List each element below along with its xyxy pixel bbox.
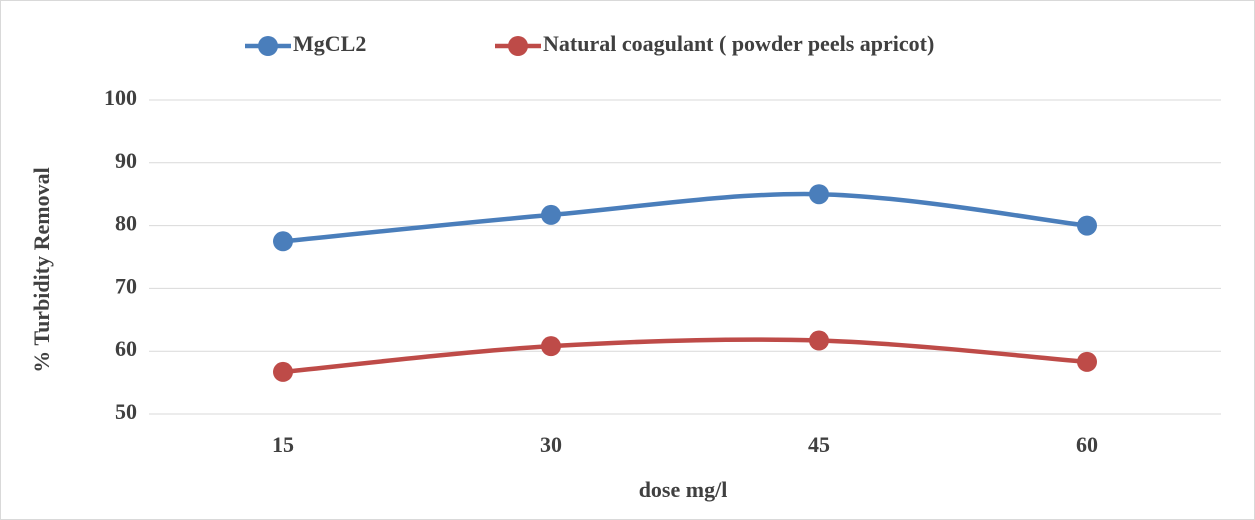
data-point [273, 361, 293, 382]
legend-label: Natural coagulant ( powder peels apricot… [543, 31, 934, 56]
legend-marker [258, 36, 278, 56]
legend-label: MgCL2 [293, 31, 366, 56]
data-point [273, 231, 293, 252]
x-tick-label: 60 [1076, 432, 1098, 457]
data-point [1077, 351, 1097, 372]
y-axis-label: % Turbidity Removal [29, 167, 54, 372]
x-tick-label: 15 [272, 432, 294, 457]
y-tick-label: 50 [115, 399, 137, 424]
data-point [809, 184, 829, 205]
y-tick-label: 70 [115, 273, 137, 298]
legend-marker [508, 36, 528, 56]
x-tick-label: 30 [540, 432, 562, 457]
y-tick-label: 90 [115, 148, 137, 173]
data-point [809, 330, 829, 351]
x-axis-label: dose mg/l [639, 477, 728, 502]
data-point [1077, 215, 1097, 236]
y-tick-label: 60 [115, 336, 137, 361]
y-tick-label: 100 [104, 85, 137, 110]
x-tick-label: 45 [808, 432, 830, 457]
series-line [282, 191, 1088, 244]
series-line [282, 337, 1088, 375]
data-point [541, 336, 561, 357]
y-tick-label: 80 [115, 211, 137, 236]
data-point [541, 204, 561, 225]
